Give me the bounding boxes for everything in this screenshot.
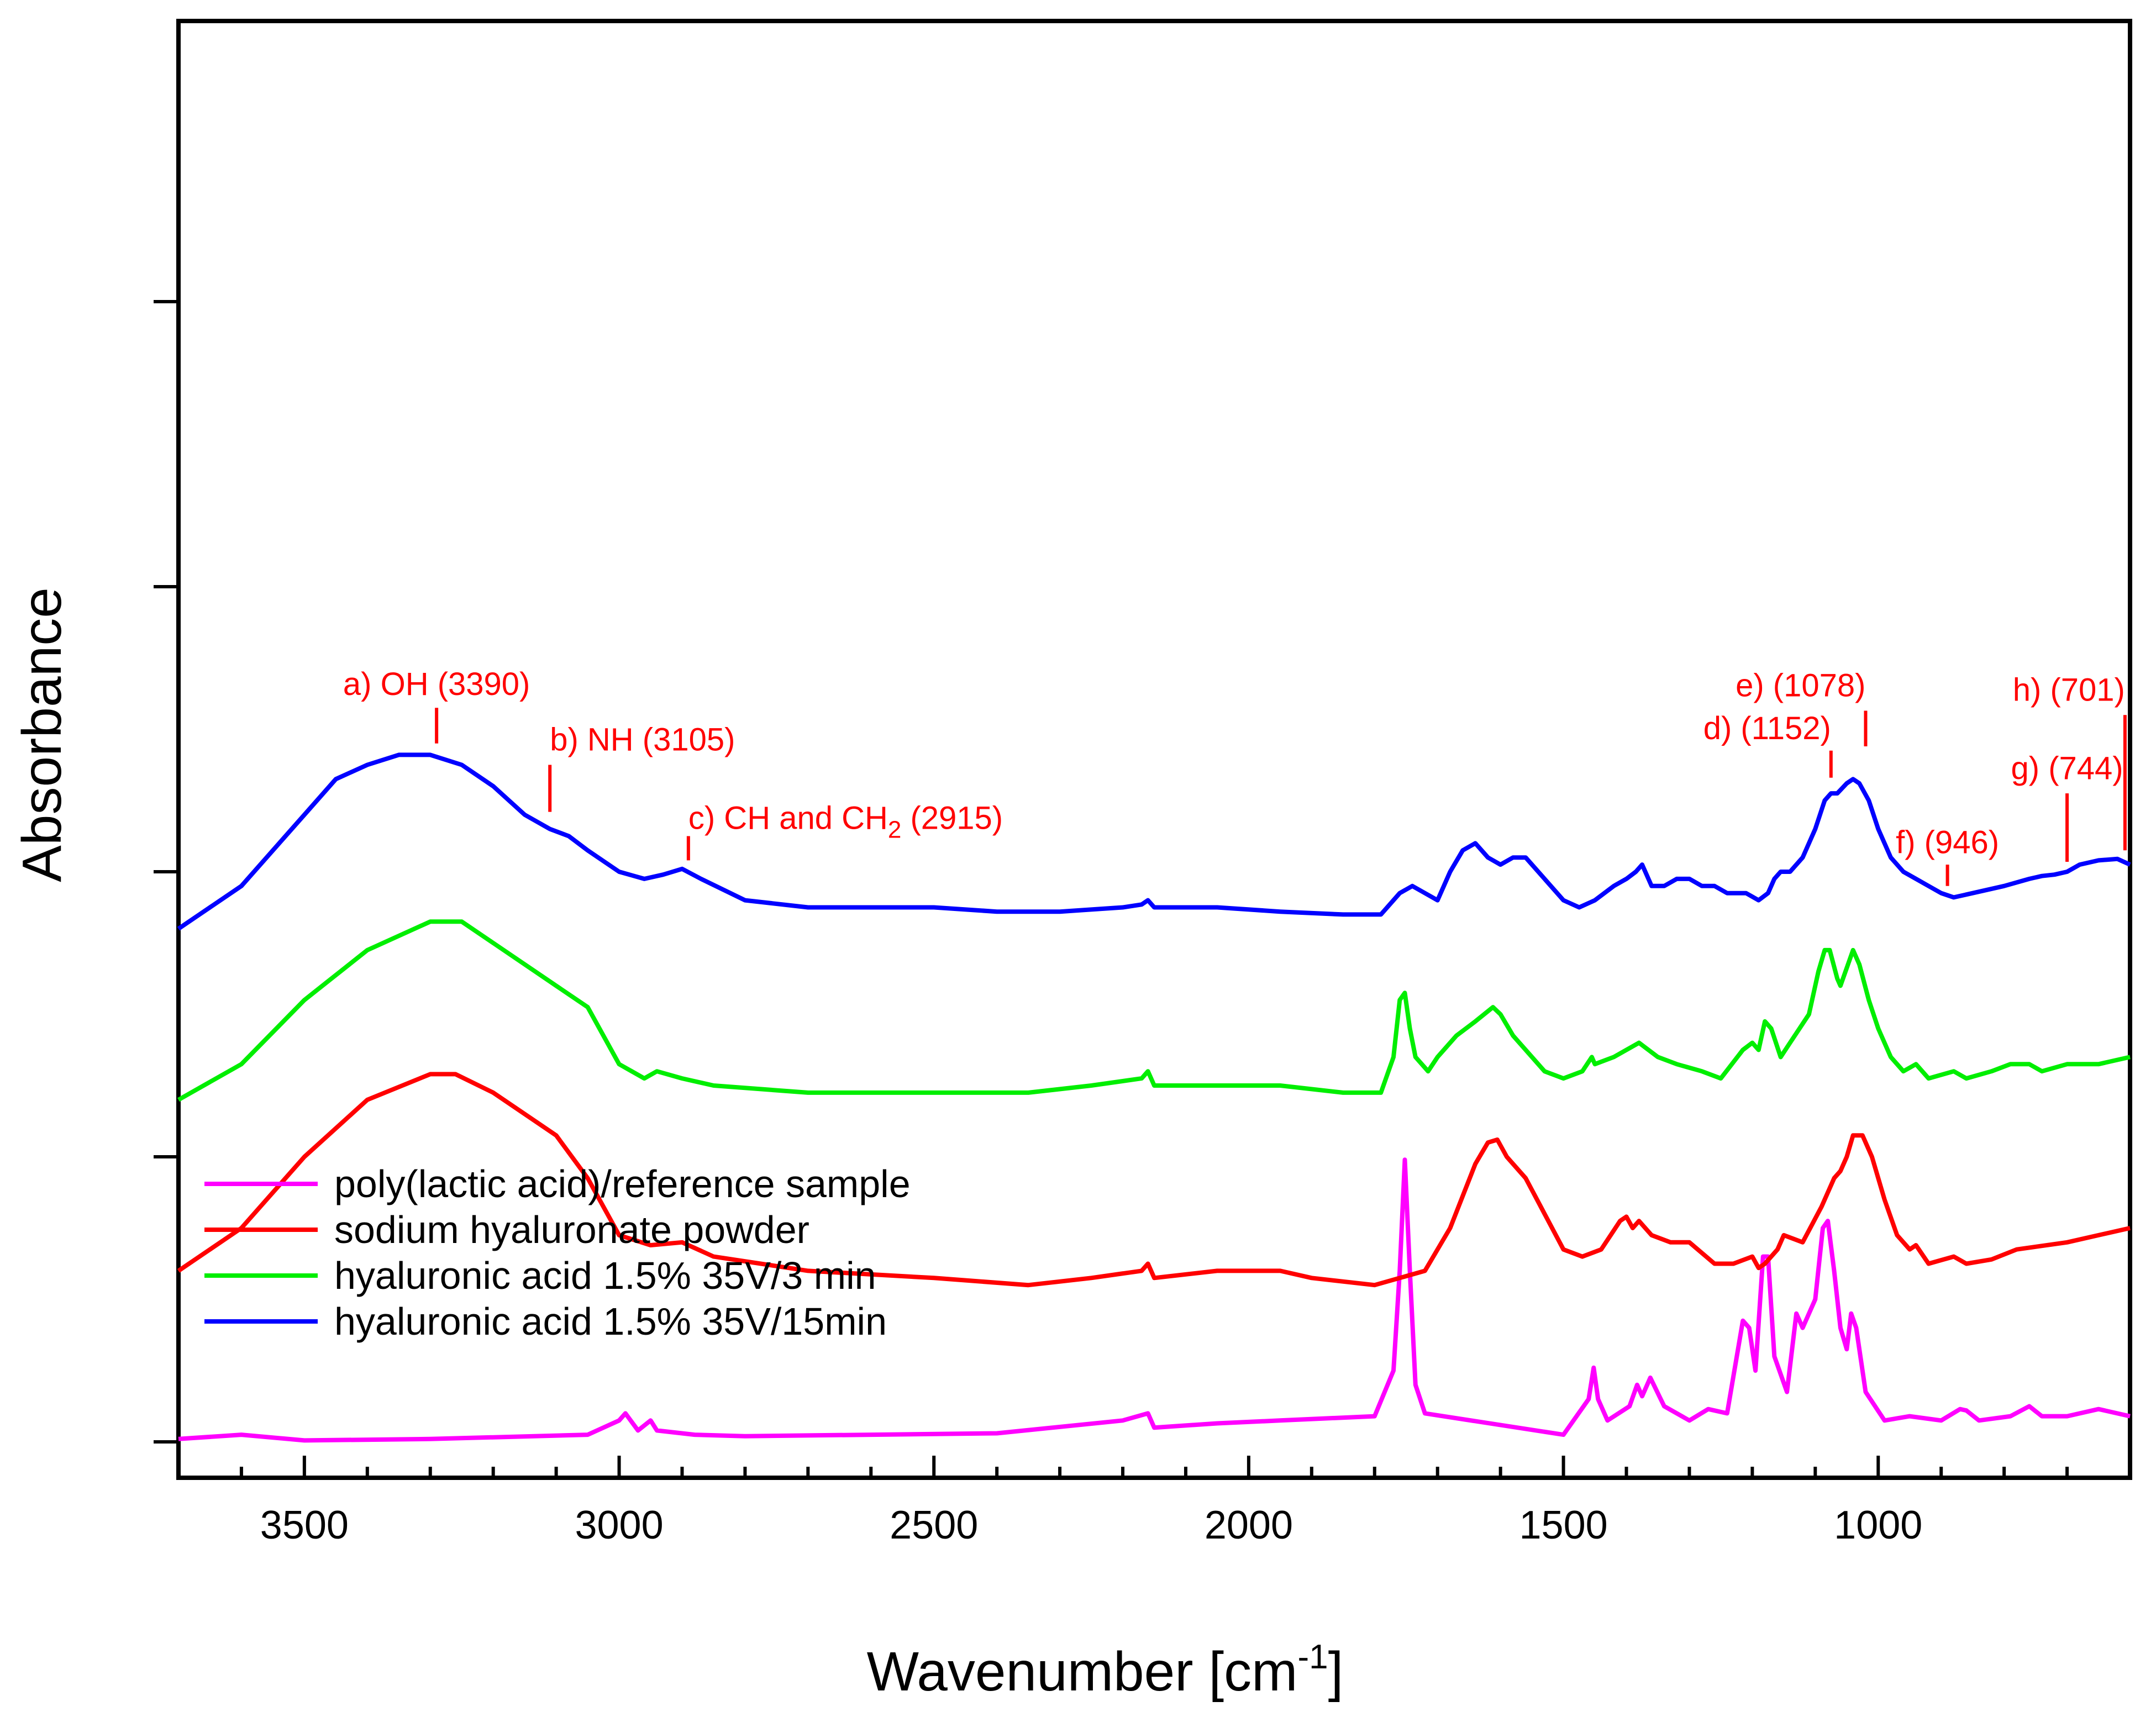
y-axis-ticks <box>154 300 178 1444</box>
plot-frame <box>176 19 2132 1480</box>
series-line-0 <box>178 1157 2131 1443</box>
x-axis-title: Wavenumber [cm-1] <box>867 1638 1344 1703</box>
annotation-label: g) (744) <box>2011 750 2123 786</box>
x-tick-label: 3000 <box>575 1503 663 1547</box>
x-tick-label: 1500 <box>1519 1503 1607 1547</box>
annotation-label: a) OH (3390) <box>343 666 530 702</box>
y-axis-title: Absorbance <box>11 587 73 882</box>
series-line-2 <box>177 919 2131 1102</box>
legend-label-1: sodium hyaluronate powder <box>334 1208 809 1251</box>
annotation-label: d) (1152) <box>1703 710 1831 746</box>
series-line-1 <box>177 1072 2131 1288</box>
x-tick-label: 1000 <box>1834 1503 1922 1547</box>
legend-label-0: poly(lactic acid)/reference sample <box>334 1162 911 1205</box>
legend-label-2: hyaluronic acid 1.5% 35V/3 min <box>334 1254 876 1297</box>
annotation-layer: a) OH (3390) b) NH (3105) c) CH and CH2 (2… <box>343 666 2127 886</box>
annotation-label: f) (946) <box>1896 824 1999 860</box>
annotation-label: e) (1078) <box>1736 668 1865 704</box>
x-tick-label: 3500 <box>260 1503 349 1547</box>
annotation-label: c) CH and CH2 (2915) <box>688 800 1003 844</box>
x-tick-label: 2000 <box>1205 1503 1293 1547</box>
series-line-3 <box>177 752 2131 931</box>
series-layer <box>177 752 2131 1443</box>
x-tick-label: 2500 <box>890 1503 978 1547</box>
annotation-label: h) (701) <box>2013 672 2125 708</box>
legend: poly(lactic acid)/reference samplesodium… <box>204 1162 911 1343</box>
annotation-label: b) NH (3105) <box>550 722 735 758</box>
legend-label-3: hyaluronic acid 1.5% 35V/15min <box>334 1300 887 1343</box>
x-axis-ticks: 3500 3000 2500 2000 1500 1000 <box>177 1456 2132 1547</box>
